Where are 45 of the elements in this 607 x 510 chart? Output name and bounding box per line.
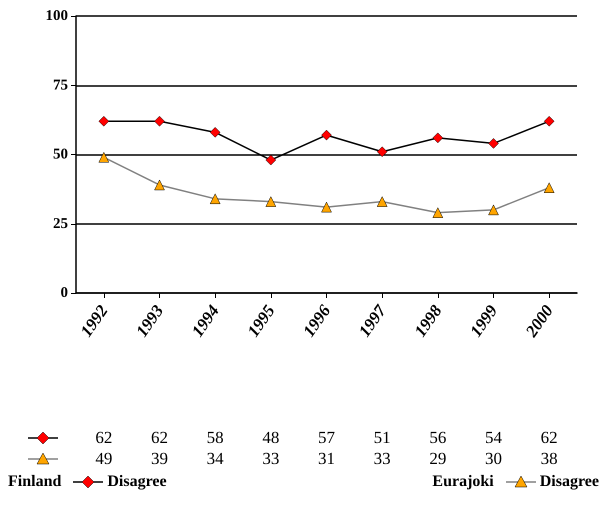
point <box>154 116 165 127</box>
data-label: 31 <box>318 449 335 469</box>
data-label: 62 <box>151 428 168 448</box>
point <box>98 116 110 127</box>
y-tick-label: 100 <box>46 8 68 24</box>
data-label: 51 <box>374 428 391 448</box>
data-label: 57 <box>318 428 335 448</box>
point <box>210 127 220 138</box>
y-tick-label: 75 <box>53 77 68 94</box>
text: Finland <box>8 473 62 491</box>
data-label: 38 <box>540 449 558 469</box>
legend-label: Disagree <box>540 473 599 491</box>
point <box>488 204 499 216</box>
data-label: 54 <box>485 428 502 448</box>
data-label: 29 <box>429 449 446 469</box>
point <box>154 180 165 190</box>
point <box>488 138 499 149</box>
point <box>544 116 554 127</box>
y-tick-label: 0 <box>60 285 68 301</box>
data-label: 58 <box>206 428 224 448</box>
point <box>266 154 276 166</box>
point <box>432 207 444 218</box>
data-label: 56 <box>429 428 446 448</box>
data-label: 33 <box>374 449 391 469</box>
data-label: 33 <box>262 449 280 469</box>
data-label: 62 <box>540 428 558 448</box>
point <box>432 132 444 144</box>
y-tick-label: 50 <box>53 146 68 162</box>
point <box>321 202 332 212</box>
text: Eurajoki <box>432 473 494 491</box>
point <box>98 152 110 163</box>
data-label: 34 <box>206 449 224 469</box>
y-tick-label: 25 <box>53 216 68 232</box>
data-label: 49 <box>95 449 112 469</box>
data-label: 30 <box>485 449 502 469</box>
data-label: 39 <box>151 449 168 469</box>
legend-label: Disagree <box>107 473 167 491</box>
data-label: 48 <box>262 428 280 448</box>
point <box>266 196 276 207</box>
data-label: 62 <box>95 428 112 448</box>
point <box>376 146 388 157</box>
point <box>544 182 554 193</box>
point <box>210 194 220 204</box>
point <box>376 196 388 207</box>
point <box>321 130 332 140</box>
